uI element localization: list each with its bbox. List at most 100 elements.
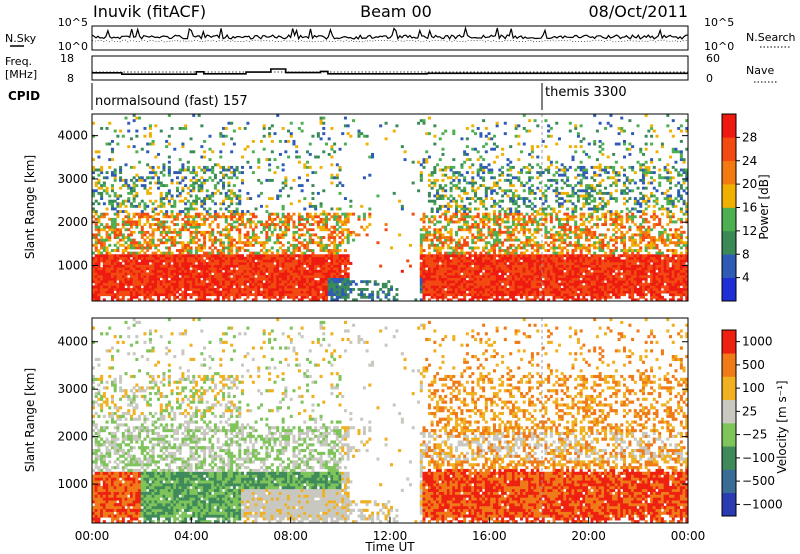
power-cell bbox=[433, 272, 437, 276]
power-cell bbox=[555, 264, 559, 268]
power-cell bbox=[148, 241, 152, 245]
power-cell bbox=[422, 293, 426, 297]
power-cell bbox=[327, 280, 331, 284]
power-cell bbox=[146, 295, 150, 299]
power-cell bbox=[511, 262, 515, 265]
power-cell bbox=[520, 217, 524, 221]
power-cell bbox=[265, 178, 269, 182]
power-cell bbox=[222, 280, 226, 284]
power-cell bbox=[525, 280, 529, 284]
power-cell bbox=[506, 189, 510, 193]
power-cell bbox=[241, 223, 245, 226]
power-cell bbox=[444, 184, 448, 188]
power-cell bbox=[235, 202, 239, 206]
power-cell bbox=[148, 223, 152, 226]
power-cell bbox=[165, 256, 169, 260]
power-cell bbox=[110, 285, 114, 289]
power-cell bbox=[297, 155, 301, 159]
power-cell bbox=[522, 225, 526, 229]
power-cell bbox=[162, 236, 166, 239]
power-cell bbox=[257, 282, 261, 286]
power-cell bbox=[238, 199, 242, 203]
power-cell bbox=[460, 298, 464, 302]
power-cell bbox=[148, 290, 152, 294]
power-cell bbox=[295, 249, 299, 252]
power-cell bbox=[254, 269, 258, 273]
power-cell bbox=[170, 230, 174, 234]
power-cell bbox=[246, 210, 250, 213]
power-cell bbox=[97, 150, 101, 154]
power-cell bbox=[436, 254, 440, 258]
power-cell bbox=[154, 254, 158, 258]
power-cell bbox=[276, 114, 280, 117]
power-cell bbox=[541, 269, 545, 273]
power-cell bbox=[186, 277, 190, 281]
power-cell bbox=[265, 293, 269, 297]
power-cell bbox=[438, 293, 442, 297]
power-cell bbox=[232, 264, 236, 268]
power-cell bbox=[203, 238, 207, 242]
power-cell bbox=[232, 171, 236, 175]
power-cell bbox=[479, 238, 483, 242]
power-cell bbox=[129, 246, 133, 250]
power-cell bbox=[422, 275, 426, 278]
power-cell bbox=[194, 275, 198, 278]
power-cell bbox=[490, 295, 494, 299]
power-cell bbox=[192, 293, 196, 297]
power-cell bbox=[167, 282, 171, 286]
power-cell bbox=[463, 295, 467, 299]
power-cell bbox=[254, 285, 258, 289]
power-cell bbox=[555, 288, 559, 291]
power-cell bbox=[159, 262, 163, 265]
power-cell bbox=[425, 275, 429, 278]
power-cell bbox=[444, 210, 448, 213]
power-cell bbox=[159, 280, 163, 284]
power-cell bbox=[465, 267, 469, 271]
power-cell bbox=[528, 290, 532, 294]
power-cell bbox=[365, 280, 369, 284]
power-cell bbox=[251, 262, 255, 265]
power-cell bbox=[322, 189, 326, 193]
power-cell bbox=[484, 165, 488, 169]
power-cell bbox=[224, 272, 228, 276]
power-heatmap-cells bbox=[92, 114, 689, 302]
power-cell bbox=[262, 251, 266, 255]
power-cell bbox=[452, 282, 456, 286]
power-cell bbox=[110, 290, 114, 294]
power-cell bbox=[135, 212, 139, 216]
power-cell bbox=[259, 293, 263, 297]
power-cell bbox=[547, 293, 551, 297]
power-cell bbox=[501, 207, 505, 211]
power-cell bbox=[184, 288, 188, 291]
power-cell bbox=[482, 259, 486, 263]
power-cell bbox=[224, 256, 228, 260]
power-cell bbox=[97, 191, 101, 195]
power-cell bbox=[146, 280, 150, 284]
power-cell bbox=[495, 155, 499, 159]
power-cell bbox=[484, 295, 488, 299]
power-cell bbox=[108, 272, 112, 276]
power-cell bbox=[241, 178, 245, 182]
power-cell bbox=[433, 262, 437, 265]
power-cell bbox=[487, 215, 491, 219]
power-cell bbox=[203, 282, 207, 286]
power-cell bbox=[495, 285, 499, 289]
power-cell bbox=[308, 256, 312, 260]
power-cell bbox=[268, 217, 272, 221]
power-cell bbox=[216, 212, 220, 216]
power-cell bbox=[471, 147, 475, 151]
power-cell bbox=[289, 243, 293, 247]
power-cell bbox=[520, 269, 524, 273]
power-cell bbox=[105, 288, 109, 291]
power-cell bbox=[143, 223, 147, 226]
power-cell bbox=[319, 217, 323, 221]
power-cell bbox=[135, 288, 139, 291]
power-cell bbox=[227, 295, 231, 299]
power-cell bbox=[381, 285, 385, 289]
power-cell bbox=[146, 272, 150, 276]
power-cell bbox=[278, 269, 282, 273]
power-cell bbox=[498, 199, 502, 203]
power-cell bbox=[541, 262, 545, 265]
power-cell bbox=[297, 285, 301, 289]
power-cell bbox=[208, 269, 212, 273]
